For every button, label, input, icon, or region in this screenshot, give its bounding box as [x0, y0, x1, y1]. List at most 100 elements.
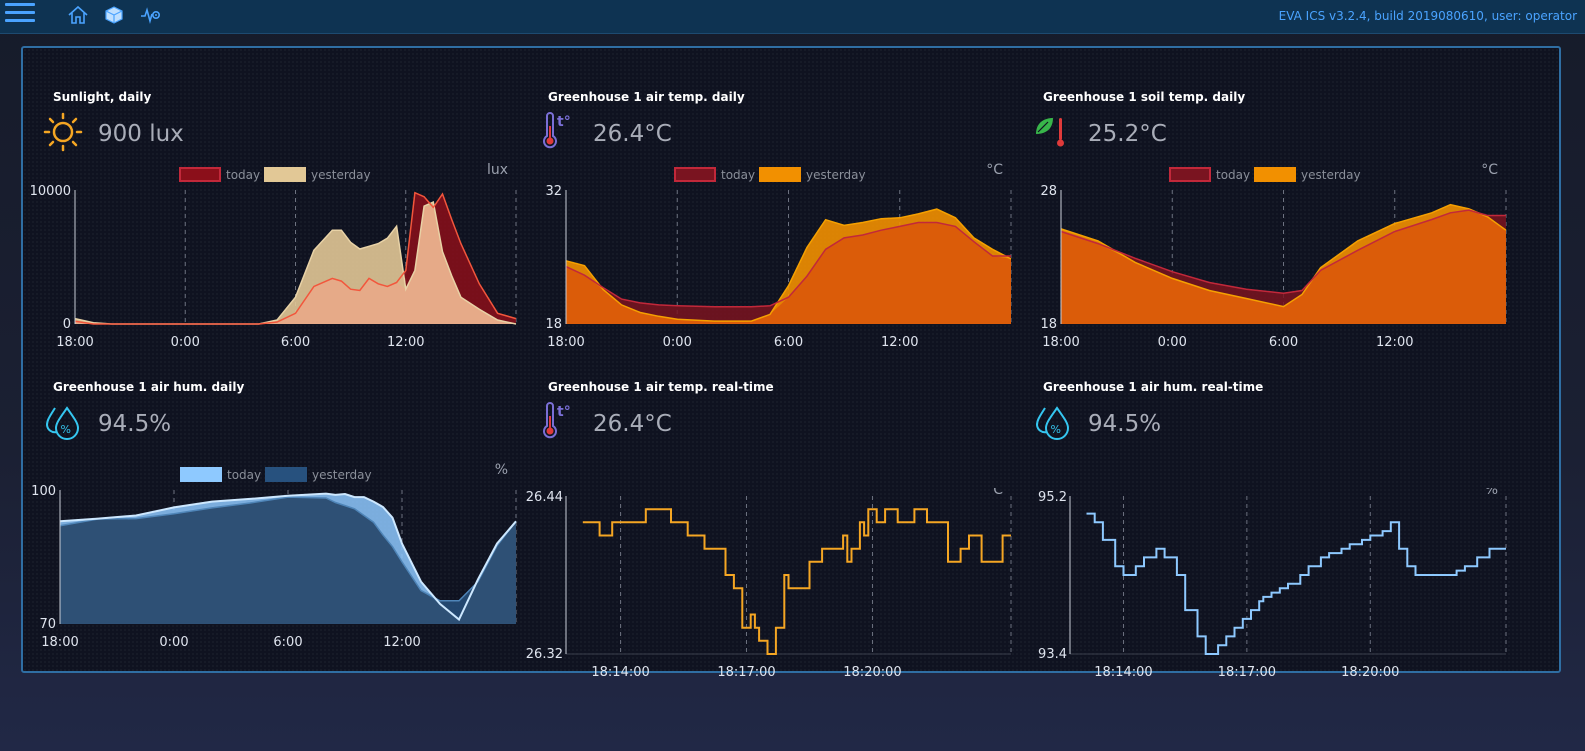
sun-icon — [43, 112, 83, 152]
top-bar: EVA ICS v3.2.4, build 2019080610, user: … — [0, 0, 1585, 34]
legend-label-yesterday: yesterday — [1301, 168, 1361, 182]
x-tick-label: 12:00 — [387, 335, 424, 348]
widget-air-hum-realtime: Greenhouse 1 air hum. real-time % 94.5% … — [1013, 338, 1508, 680]
unit-label: °C — [986, 162, 1003, 178]
widget-title: Greenhouse 1 air hum. real-time — [1043, 380, 1264, 394]
x-tick-label: 18:14:00 — [1094, 665, 1152, 680]
widget-value: 25.2°C — [1088, 121, 1167, 147]
x-tick-label: 0:00 — [159, 635, 188, 648]
x-tick-label: 18:20:00 — [1341, 665, 1399, 680]
widget-title: Greenhouse 1 air temp. daily — [548, 90, 745, 104]
unit-label: lux — [487, 162, 508, 178]
y-tick-label: 0 — [63, 317, 71, 332]
series-area-overlap — [75, 206, 516, 324]
x-tick-label: 12:00 — [1376, 335, 1413, 348]
svg-text:%: % — [1051, 423, 1061, 436]
x-tick-label: 6:00 — [1269, 335, 1298, 348]
y-tick-label: 26.32 — [526, 647, 563, 662]
x-tick-label: 6:00 — [281, 335, 310, 348]
x-tick-label: 12:00 — [383, 635, 420, 648]
y-tick-label: 28 — [1040, 184, 1057, 199]
y-tick-label: 70 — [39, 617, 56, 632]
air-hum-realtime-chart: % 95.2 93.4 18:14:00 18:17:00 18:20:00 — [1038, 488, 1507, 680]
legend-swatch-yesterday — [264, 167, 306, 182]
series-line-today — [1060, 209, 1506, 294]
x-tick-label: 18:00 — [547, 335, 584, 348]
legend-label-today: today — [721, 168, 755, 182]
widget-soil-temp-daily: Greenhouse 1 soil temp. daily 25.2°C °C t… — [1013, 48, 1508, 348]
soil-thermometer-icon — [1036, 118, 1064, 147]
version-info: EVA ICS v3.2.4, build 2019080610, user: … — [1278, 9, 1577, 23]
x-tick-label: 18:14:00 — [591, 665, 649, 680]
widget-value: 26.4°C — [593, 411, 672, 437]
widget-title: Sunlight, daily — [53, 90, 152, 104]
chart-legend: today yesterday — [180, 467, 372, 482]
series-line-today — [565, 221, 1011, 308]
y-tick-label: 95.2 — [1038, 490, 1067, 505]
x-tick-label: 18:00 — [1042, 335, 1079, 348]
air-hum-chart: % today yesterday 100 70 18:00 0:00 6:00 12:00 — [31, 462, 517, 648]
y-tick-label: 10000 — [30, 184, 71, 199]
svg-text:t°: t° — [557, 404, 571, 420]
thermometer-icon: t° — [543, 402, 571, 439]
air-temp-realtime-chart: °C 26.44 26.32 18:14:00 18:17:00 18:20:00 — [526, 488, 1012, 680]
unit-label: % — [1485, 488, 1498, 498]
legend-swatch-today — [179, 167, 221, 182]
series-area-overlap — [60, 497, 516, 624]
widget-value: 26.4°C — [593, 121, 672, 147]
widget-title: Greenhouse 1 air hum. daily — [53, 380, 245, 394]
series-line-yesterday — [59, 496, 517, 602]
legend-swatch-yesterday — [265, 467, 307, 482]
legend-label-yesterday: yesterday — [311, 168, 371, 182]
y-tick-label: 32 — [545, 184, 562, 199]
x-tick-label: 0:00 — [171, 335, 200, 348]
legend-label-today: today — [1216, 168, 1250, 182]
legend-label-today: today — [227, 468, 261, 482]
widget-title: Greenhouse 1 air temp. real-time — [548, 380, 774, 394]
x-tick-label: 18:00 — [56, 335, 93, 348]
x-tick-label: 6:00 — [774, 335, 803, 348]
x-tick-label: 18:17:00 — [717, 665, 775, 680]
unit-label: % — [495, 462, 508, 478]
humidity-icon: % — [1035, 406, 1070, 440]
unit-label: °C — [1481, 162, 1498, 178]
y-tick-label: 100 — [31, 484, 56, 499]
series-line-today — [74, 191, 517, 325]
legend-swatch-today — [674, 167, 716, 182]
widget-sunlight-daily: Sunlight, daily 900 lux lux today yesterda… — [23, 48, 518, 348]
dashboard-panel: Sunlight, daily 900 lux lux today yesterda… — [21, 46, 1561, 680]
x-tick-label: 0:00 — [663, 335, 692, 348]
x-tick-label: 18:00 — [41, 635, 78, 648]
legend-swatch-yesterday — [759, 167, 801, 182]
series-area-overlap — [1061, 210, 1506, 324]
widget-value: 94.5% — [1088, 411, 1162, 437]
unit-label: °C — [986, 488, 1003, 498]
widget-air-temp-daily: Greenhouse 1 air temp. daily t° 26.4°C °… — [518, 48, 1013, 348]
sensor-icon[interactable] — [139, 4, 161, 26]
thermometer-icon: t° — [543, 112, 571, 149]
menu-icon[interactable] — [5, 3, 35, 27]
cube-icon[interactable] — [103, 4, 125, 26]
y-tick-label: 26.44 — [526, 490, 563, 505]
chart-legend: today yesterday — [1169, 167, 1361, 182]
series-line-today — [59, 492, 517, 622]
series-line — [582, 508, 1011, 655]
y-tick-label: 18 — [1040, 317, 1057, 332]
humidity-icon: % — [45, 406, 80, 440]
home-icon[interactable] — [67, 4, 89, 26]
soil-temp-chart: °C today yesterday 28 18 18:00 0:00 6:00 12:00 — [1040, 162, 1507, 348]
y-tick-label: 93.4 — [1038, 647, 1067, 662]
x-tick-label: 6:00 — [273, 635, 302, 648]
x-tick-label: 0:00 — [1158, 335, 1187, 348]
y-tick-label: 18 — [545, 317, 562, 332]
x-tick-label: 18:20:00 — [843, 665, 901, 680]
svg-text:t°: t° — [557, 114, 571, 130]
legend-swatch-yesterday — [1254, 167, 1296, 182]
legend-swatch-today — [1169, 167, 1211, 182]
legend-label-yesterday: yesterday — [312, 468, 372, 482]
chart-legend: today yesterday — [179, 167, 371, 182]
widget-value: 94.5% — [98, 411, 172, 437]
x-tick-label: 12:00 — [881, 335, 918, 348]
air-temp-chart: °C today yesterday 32 18 18:00 0:00 6:00 12:00 — [545, 162, 1012, 348]
widget-value: 900 lux — [98, 121, 184, 147]
